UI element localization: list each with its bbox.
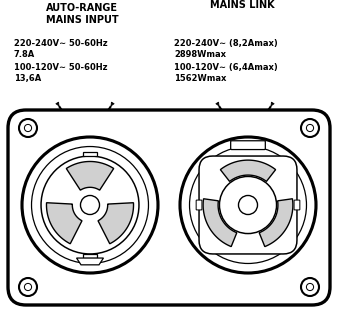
- Polygon shape: [82, 151, 97, 156]
- Text: MAINS LINK: MAINS LINK: [210, 0, 274, 10]
- Polygon shape: [76, 258, 103, 265]
- Text: 100-120V∼ 50-60Hz: 100-120V∼ 50-60Hz: [14, 63, 107, 72]
- Text: 13,6A: 13,6A: [14, 74, 41, 83]
- FancyBboxPatch shape: [8, 110, 330, 305]
- Polygon shape: [47, 203, 82, 244]
- Circle shape: [80, 196, 99, 214]
- Circle shape: [19, 278, 37, 296]
- Circle shape: [301, 119, 319, 137]
- Polygon shape: [203, 199, 237, 247]
- FancyBboxPatch shape: [294, 200, 300, 210]
- Polygon shape: [259, 199, 293, 247]
- Text: 100-120V∼ (6,4Amax): 100-120V∼ (6,4Amax): [174, 63, 278, 72]
- FancyBboxPatch shape: [199, 156, 297, 254]
- Circle shape: [19, 119, 37, 137]
- Text: AUTO-RANGE
MAINS INPUT: AUTO-RANGE MAINS INPUT: [46, 3, 118, 25]
- FancyBboxPatch shape: [231, 141, 265, 150]
- Circle shape: [301, 278, 319, 296]
- Text: 220-240V∼ 50-60Hz: 220-240V∼ 50-60Hz: [14, 39, 107, 48]
- Circle shape: [180, 137, 316, 273]
- Circle shape: [219, 177, 276, 233]
- Polygon shape: [98, 203, 134, 244]
- Text: 2898Wmax: 2898Wmax: [174, 50, 226, 59]
- Polygon shape: [82, 254, 97, 258]
- Text: 1562Wmax: 1562Wmax: [174, 74, 226, 83]
- Polygon shape: [56, 102, 59, 106]
- Text: 220-240V∼ (8,2Amax): 220-240V∼ (8,2Amax): [174, 39, 278, 48]
- Circle shape: [239, 196, 258, 214]
- FancyBboxPatch shape: [196, 200, 202, 210]
- Text: 7.8A: 7.8A: [14, 50, 35, 59]
- Polygon shape: [271, 102, 274, 106]
- Polygon shape: [66, 162, 114, 190]
- Circle shape: [41, 156, 139, 254]
- Polygon shape: [111, 102, 114, 106]
- Circle shape: [22, 137, 158, 273]
- Polygon shape: [216, 102, 219, 106]
- Polygon shape: [220, 160, 275, 182]
